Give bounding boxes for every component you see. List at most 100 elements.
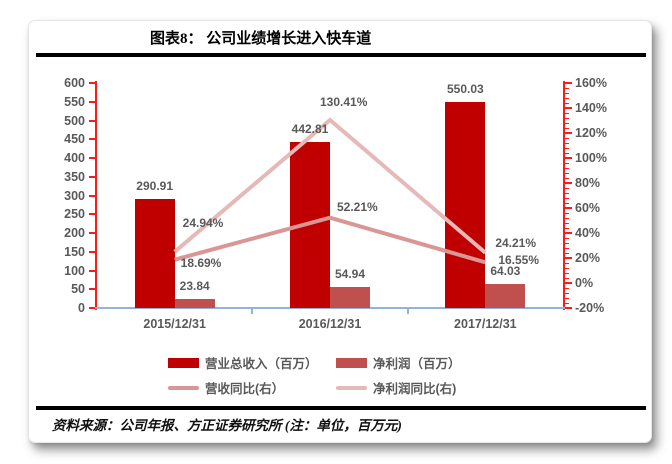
net-profit-yoy-label: 130.41% [320, 94, 368, 109]
left-axis-tick [89, 119, 95, 122]
legend-bar-swatch-icon [336, 357, 367, 368]
right-axis-minor-tick [565, 122, 569, 124]
legend-label: 营收同比(右） [205, 382, 285, 396]
right-axis-tick [565, 132, 572, 134]
right-axis-minor-tick [565, 92, 569, 94]
left-axis-tick-label: 200 [64, 226, 85, 240]
right-axis-minor-tick [565, 162, 569, 164]
revenue-value-label: 290.91 [136, 178, 173, 193]
left-axis-tick-label: 0 [78, 301, 85, 315]
net-profit-value-label: 64.03 [490, 263, 521, 278]
right-axis-minor-tick [565, 217, 569, 219]
right-axis-minor-tick [565, 237, 569, 239]
left-axis-tick-label: 550 [64, 94, 85, 109]
legend-item: 营收同比(右） [168, 378, 336, 397]
figure-panel [28, 20, 652, 443]
revenue-yoy-label: 18.69% [180, 255, 222, 270]
figure-title: 图表8： 公司业绩增长进入快车道 [150, 31, 372, 47]
left-axis-tick [89, 250, 95, 253]
left-axis-tick [89, 307, 95, 309]
category-label: 2015/12/31 [143, 317, 206, 331]
right-axis-tick [565, 207, 572, 209]
right-axis-tick [565, 257, 572, 259]
right-axis-minor-tick [565, 192, 569, 194]
net-profit-bar [174, 299, 215, 308]
revenue-bar [134, 198, 175, 308]
right-axis-minor-tick [565, 277, 569, 279]
legend-label: 净利润（百万） [373, 357, 461, 371]
left-axis-tick-label: 350 [64, 169, 85, 184]
left-axis-tick [89, 232, 95, 234]
right-axis-tick-label: -20% [575, 301, 605, 315]
right-axis-minor-tick [565, 147, 569, 149]
right-axis-minor-tick [565, 212, 569, 214]
right-axis-minor-tick [565, 177, 569, 179]
right-axis-minor-tick [565, 97, 569, 99]
revenue-value-label: 550.03 [446, 81, 484, 96]
category-label: 2016/12/31 [298, 317, 362, 331]
legend-label: 净利润同比(右) [373, 382, 457, 396]
right-axis-minor-tick [565, 137, 569, 139]
right-axis-minor-tick [565, 287, 569, 289]
legend-line-swatch-icon [168, 385, 199, 390]
right-axis-minor-tick [565, 227, 569, 229]
right-axis-minor-tick [565, 222, 569, 224]
right-axis-minor-tick [565, 267, 569, 269]
left-axis-tick [89, 194, 95, 197]
right-axis-tick-label: 100% [575, 151, 607, 165]
right-axis-minor-tick [565, 292, 569, 294]
right-axis-minor-tick [565, 262, 569, 264]
left-axis-tick-label: 300 [64, 188, 85, 203]
title-divider-rule [36, 53, 646, 57]
left-axis-tick [89, 138, 95, 141]
category-axis-tick [406, 309, 409, 314]
right-axis-tick-label: 40% [575, 226, 601, 240]
right-axis-minor-tick [565, 102, 569, 104]
right-axis-minor-tick [565, 252, 569, 254]
right-axis-minor-tick [565, 272, 569, 274]
net-profit-yoy-line [173, 117, 487, 255]
left-axis-tick [89, 157, 95, 159]
right-axis-minor-tick [565, 302, 569, 304]
revenue-yoy-line [174, 215, 486, 265]
right-percent-axis [563, 81, 565, 310]
chart-legend: 营业总收入（百万） 净利润（百万） 营收同比(右） 净利润同比(右) [168, 350, 536, 400]
left-axis-tick-label: 600 [64, 76, 85, 90]
source-note: 资料来源：公司年报、方正证券研究所 (注：单位，百万元) [52, 418, 402, 433]
right-axis-minor-tick [565, 142, 569, 144]
left-axis-tick [89, 288, 95, 291]
right-axis-tick-label: 160% [575, 76, 607, 90]
left-axis-tick-label: 150 [64, 244, 85, 259]
revenue-bar [445, 101, 486, 308]
right-axis-tick [565, 232, 572, 234]
left-axis-tick-label: 50 [71, 282, 85, 297]
legend-item: 净利润同比(右) [336, 378, 536, 397]
category-axis [95, 307, 565, 309]
legend-label: 营业总收入（百万） [205, 357, 318, 371]
right-axis-tick-label: 120% [575, 126, 607, 140]
right-axis-minor-tick [565, 172, 569, 174]
right-axis-minor-tick [565, 112, 569, 114]
left-axis-tick-label: 500 [64, 113, 85, 128]
right-axis-tick [565, 157, 572, 159]
right-axis-tick-label: 0% [575, 276, 594, 290]
right-axis-minor-tick [565, 247, 569, 249]
right-axis-tick-label: 20% [575, 251, 601, 265]
category-label: 2017/12/31 [454, 317, 517, 331]
legend-line-swatch-icon [336, 385, 367, 390]
right-axis-minor-tick [565, 202, 569, 204]
net-profit-bar [485, 283, 526, 308]
right-axis-minor-tick [565, 167, 569, 169]
right-axis-tick-label: 140% [575, 101, 607, 115]
right-axis-minor-tick [565, 127, 569, 129]
left-axis-tick-label: 100 [64, 263, 85, 278]
revenue-yoy-label: 52.21% [337, 199, 378, 214]
right-axis-minor-tick [565, 152, 569, 154]
revenue-value-label: 442.81 [291, 121, 329, 136]
net-profit-yoy-label: 24.21% [495, 235, 537, 250]
left-axis-tick [89, 100, 95, 103]
left-axis-tick [89, 213, 95, 216]
right-axis-minor-tick [565, 242, 569, 244]
